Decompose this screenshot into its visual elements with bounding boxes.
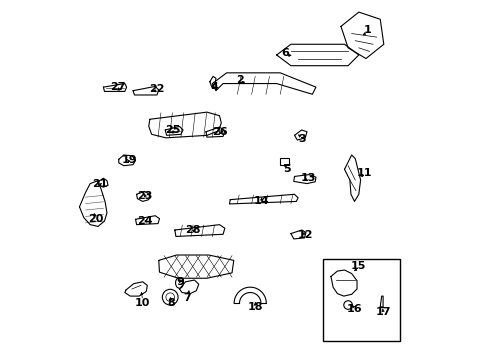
Text: 7: 7 — [183, 293, 191, 303]
Text: 4: 4 — [210, 82, 218, 92]
Text: 17: 17 — [375, 307, 391, 317]
Text: 10: 10 — [135, 298, 150, 308]
Text: 6: 6 — [281, 48, 288, 58]
Text: 12: 12 — [297, 230, 312, 240]
Bar — [323, 258, 399, 341]
Text: 1: 1 — [363, 25, 371, 35]
Text: 27: 27 — [110, 82, 125, 92]
Text: 13: 13 — [301, 173, 316, 183]
Text: 14: 14 — [253, 197, 269, 206]
Text: 2: 2 — [236, 75, 244, 85]
Text: 21: 21 — [92, 179, 107, 189]
Text: 9: 9 — [176, 277, 184, 287]
Text: 26: 26 — [211, 127, 227, 137]
Text: 5: 5 — [282, 164, 290, 174]
Text: 8: 8 — [167, 298, 175, 308]
Text: 24: 24 — [137, 216, 153, 226]
Text: 18: 18 — [247, 302, 263, 312]
Text: 25: 25 — [165, 125, 181, 135]
Text: 15: 15 — [350, 261, 366, 271]
Text: 23: 23 — [137, 191, 153, 201]
Text: 16: 16 — [346, 303, 362, 314]
Text: 20: 20 — [88, 214, 104, 224]
Text: 11: 11 — [356, 168, 371, 178]
Bar — [280, 158, 288, 165]
Text: 19: 19 — [122, 156, 137, 165]
Text: 22: 22 — [149, 84, 164, 94]
Text: 3: 3 — [297, 134, 305, 144]
Text: 28: 28 — [184, 225, 200, 235]
